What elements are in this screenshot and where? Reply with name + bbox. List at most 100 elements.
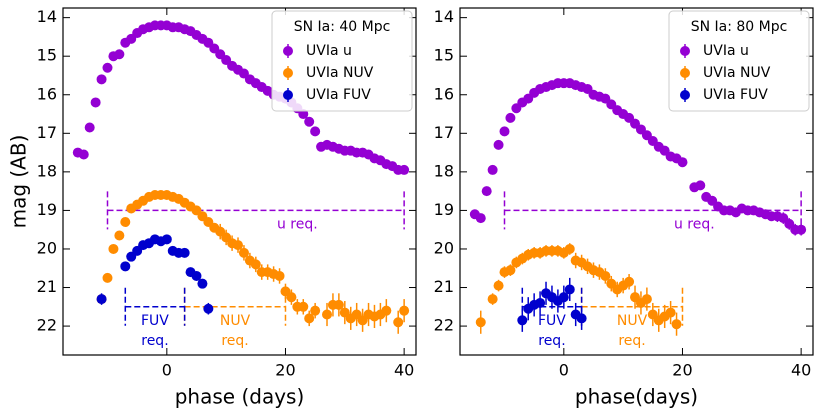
requirement-label: req. [538, 333, 565, 349]
requirement-label: FUV [538, 313, 566, 329]
legend-label: UVIa u [306, 43, 352, 59]
data-point [564, 243, 575, 254]
data-point [274, 270, 285, 281]
data-point [102, 272, 113, 283]
legend-marker [680, 68, 690, 78]
y-tick-label: 19 [434, 200, 454, 219]
x-tick-label: 40 [791, 361, 811, 380]
data-point [298, 109, 309, 120]
requirement-label: u req. [277, 216, 318, 232]
legend-label: UVIa NUV [703, 65, 771, 81]
data-point [677, 157, 688, 168]
data-point [671, 319, 682, 330]
data-point [333, 299, 344, 310]
data-point [233, 240, 244, 251]
data-point [399, 164, 410, 175]
data-point [564, 284, 575, 295]
data-point [381, 305, 392, 316]
data-point [322, 309, 333, 320]
x-axis-label: phase(days) [575, 385, 698, 409]
y-tick-label: 21 [37, 277, 57, 296]
data-point [250, 259, 261, 270]
data-point [505, 265, 516, 276]
legend-title: SN Ia: 80 Mpc [691, 19, 788, 35]
data-point [481, 186, 492, 197]
data-point [535, 297, 546, 308]
data-point [487, 164, 498, 175]
legend-marker [283, 68, 293, 78]
requirement-label: NUV [617, 313, 648, 329]
panel: u req. NUV req. FUV req. 0 20 40 14 15 16 17 18 19 20 2… [7, 7, 417, 409]
data-point [796, 224, 807, 235]
y-tick-label: 20 [37, 238, 57, 257]
requirement-label: req. [618, 333, 645, 349]
data-point [96, 74, 107, 85]
y-tick-label: 18 [434, 161, 454, 180]
data-point [120, 216, 131, 227]
y-tick-label: 14 [37, 7, 57, 26]
x-tick-label: 20 [672, 361, 692, 380]
data-point [493, 139, 504, 150]
legend-marker [283, 46, 293, 56]
data-point [191, 270, 202, 281]
legend-box [668, 10, 810, 112]
requirement-label: FUV [141, 313, 169, 329]
data-point [203, 303, 214, 314]
data-point [505, 112, 516, 123]
y-tick-label: 21 [434, 277, 454, 296]
data-point [310, 126, 321, 137]
data-point [310, 305, 321, 316]
requirement-label: NUV [220, 313, 251, 329]
panel: u req. NUV req. FUV req. 0 20 40 14 15 16 17 18 19 20 2… [434, 7, 814, 409]
data-point [120, 261, 131, 272]
data-point [108, 243, 119, 254]
data-point [84, 122, 95, 133]
data-point [624, 276, 635, 287]
data-point [399, 305, 410, 316]
data-point [600, 270, 611, 281]
y-tick-label: 20 [434, 238, 454, 257]
data-point [114, 230, 125, 241]
x-tick-label: 20 [275, 361, 295, 380]
data-point [114, 49, 125, 60]
data-point [665, 307, 676, 318]
legend-label: UVIa u [703, 43, 749, 59]
data-point [179, 247, 190, 258]
x-tick-label: 0 [162, 361, 172, 380]
requirement-label: req. [221, 333, 248, 349]
data-point [475, 317, 486, 328]
data-point [393, 317, 404, 328]
data-point [576, 313, 587, 324]
y-tick-label: 16 [434, 84, 454, 103]
data-point [493, 280, 504, 291]
data-point [487, 294, 498, 305]
legend-title: SN Ia: 40 Mpc [294, 19, 391, 35]
y-tick-label: 15 [37, 46, 57, 65]
x-tick-label: 0 [559, 361, 569, 380]
legend-marker [680, 90, 690, 100]
y-tick-label: 22 [37, 316, 57, 335]
legend-marker [680, 46, 690, 56]
data-point [102, 62, 113, 73]
y-axis-label: mag (AB) [7, 135, 31, 229]
data-point [78, 149, 89, 160]
legend-label: UVIa NUV [306, 65, 374, 81]
data-point [197, 278, 208, 289]
requirement-label: req. [141, 333, 168, 349]
data-point [475, 213, 486, 224]
legend-box [271, 10, 413, 112]
y-tick-label: 15 [434, 46, 454, 65]
plot-frame [459, 7, 814, 356]
y-tick-label: 22 [434, 316, 454, 335]
y-tick-label: 14 [434, 7, 454, 26]
y-tick-label: 17 [37, 123, 57, 142]
legend-label: UVIa FUV [306, 87, 371, 103]
data-point [304, 116, 315, 127]
x-tick-label: 40 [394, 361, 414, 380]
legend-label: UVIa FUV [703, 87, 768, 103]
data-point [641, 294, 652, 305]
legend-marker [283, 90, 293, 100]
data-point [90, 97, 101, 108]
y-tick-label: 17 [434, 123, 454, 142]
